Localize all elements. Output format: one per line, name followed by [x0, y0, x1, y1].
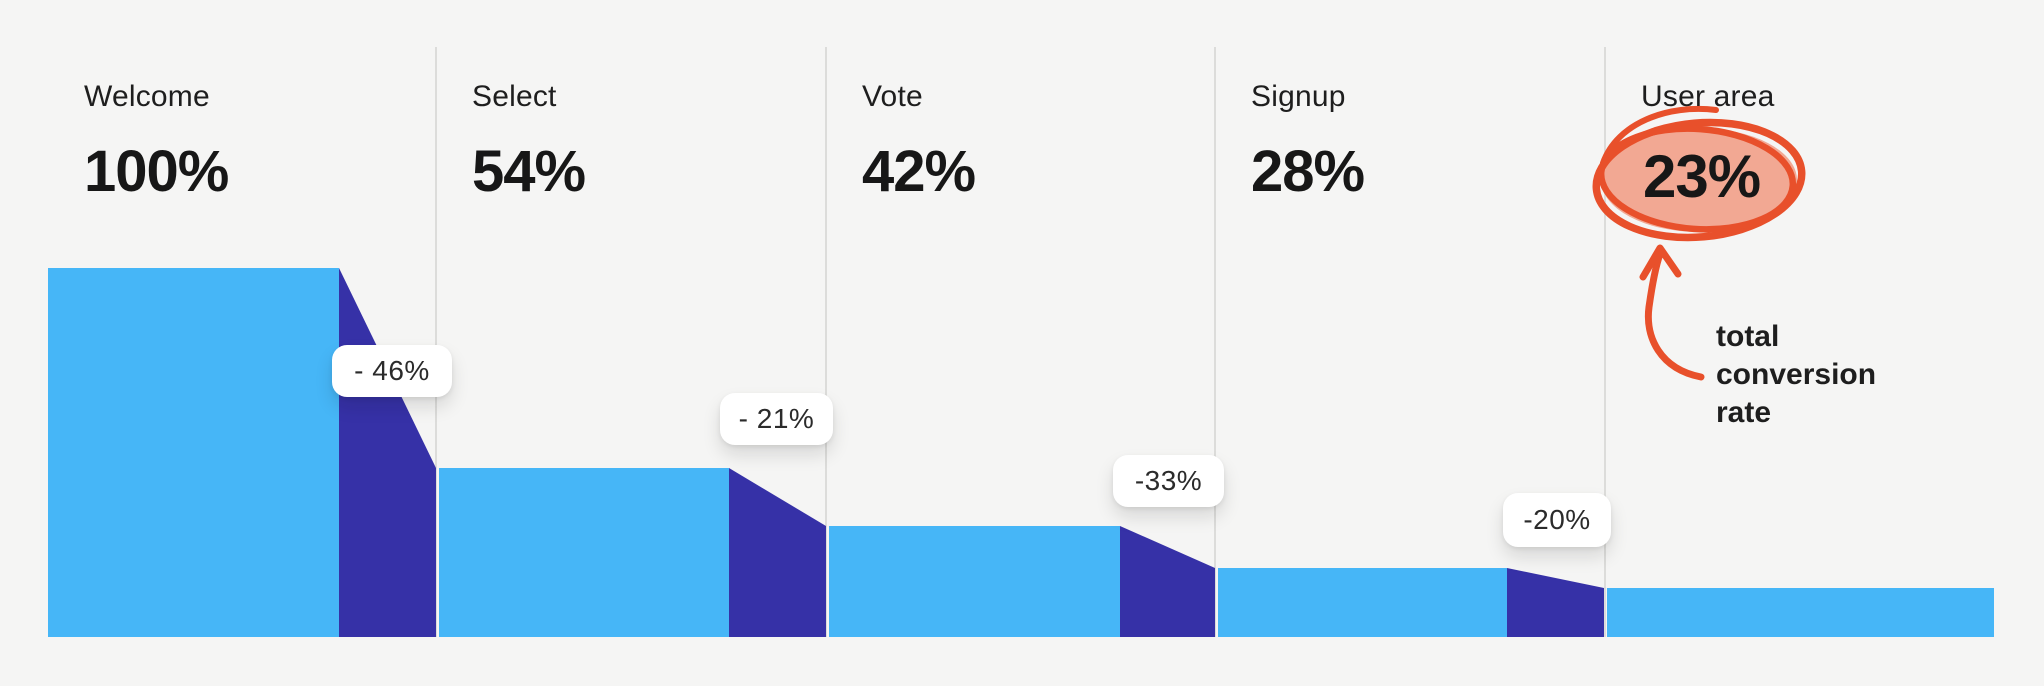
- stage-header-signup: Signup: [1251, 82, 1346, 112]
- stage-value-vote: 42%: [862, 139, 976, 204]
- funnel-drop-segment: [729, 468, 826, 637]
- stage-header-welcome: Welcome: [84, 82, 210, 112]
- drop-badge-select-vote: - 21%: [720, 393, 833, 445]
- stage-value-select: 54%: [472, 139, 586, 204]
- drop-badge-signup-userarea: -20%: [1503, 493, 1611, 547]
- stage-label: Welcome: [84, 80, 210, 113]
- funnel-bar: [1607, 588, 1994, 637]
- drop-badge-welcome-select: - 46%: [332, 345, 452, 397]
- annotation-total-conversion-rate: total conversion rate: [1716, 320, 1877, 429]
- stage-value-user-area-highlighted: 23%: [1643, 143, 1761, 210]
- funnel-bar: [829, 526, 1120, 637]
- funnel-drop-segment: [1507, 568, 1604, 637]
- stage-label: Select: [472, 80, 557, 113]
- funnel-bar: [1218, 568, 1507, 637]
- highlight-circle-scribble: [1592, 105, 1806, 242]
- stage-label: Vote: [862, 80, 923, 113]
- funnel-bar: [439, 468, 729, 637]
- annotation-arrow-icon: [1639, 244, 1705, 381]
- stage-label: User area: [1641, 80, 1775, 113]
- stage-header-user-area: User area: [1641, 82, 1775, 112]
- drop-badge-vote-signup: -33%: [1113, 455, 1224, 507]
- stage-header-select: Select: [472, 82, 557, 112]
- stage-header-vote: Vote: [862, 82, 923, 112]
- funnel-drop-segment: [1120, 526, 1215, 637]
- stage-value-signup: 28%: [1251, 139, 1365, 204]
- funnel-bar: [48, 268, 339, 637]
- stage-label: Signup: [1251, 80, 1346, 113]
- stage-value-welcome: 100%: [84, 139, 229, 204]
